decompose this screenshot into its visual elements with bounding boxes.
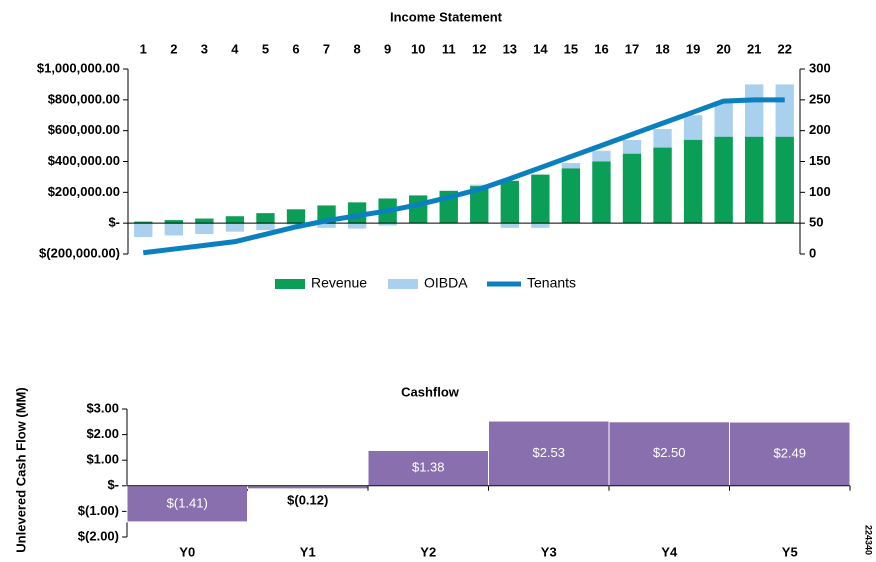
figure-id: 224340 [864,525,874,555]
x-tick-label: Y1 [300,544,316,559]
bar [256,223,275,231]
y-tick-label: $800,000.00 [48,91,120,106]
line [142,97,785,256]
legend-swatch [388,279,418,289]
bar [592,161,611,224]
y2-tick-label: 0 [809,245,816,260]
bar [470,186,489,224]
y-tick-label: $200,000.00 [48,184,120,199]
x-tick-label: 9 [384,41,391,56]
x-tick-label: 7 [323,41,330,56]
y-axis-label: Unlevered Cash Flow (MM) [13,387,28,552]
y2-tick-label: 150 [809,153,831,168]
x-tick-label: 21 [747,41,761,56]
bar [134,221,153,224]
bar [225,216,245,224]
x-tick-label: 22 [777,41,791,56]
bar [714,136,733,224]
x-tick-label: Y5 [782,544,798,559]
x-tick-label: 11 [442,41,456,56]
legend-label: Revenue [311,275,367,291]
bar [225,223,245,232]
y-tick-label: $- [107,477,119,492]
y2-tick-label: 50 [809,215,823,230]
bar [367,449,489,487]
y-tick-label: $600,000.00 [48,122,120,137]
x-tick-label: 18 [655,41,669,56]
bar [500,223,519,228]
bar [286,209,306,224]
x-tick-label: 10 [411,41,425,56]
bar [164,220,183,224]
bar [488,420,610,487]
bar [134,223,153,238]
x-tick-label: Y4 [661,544,678,559]
chart-title: Income Statement [390,9,503,24]
y-tick-label: $2.00 [86,426,119,441]
x-tick-label: 3 [201,41,208,56]
y-tick-label: $(2.00) [78,528,119,543]
bar [622,153,642,224]
bar [531,223,550,228]
bar [195,223,214,234]
bar [775,136,794,224]
y2-tick-label: 300 [809,60,831,75]
x-tick-label: 6 [292,41,299,56]
bar [608,421,730,487]
bar [126,485,248,523]
x-tick-label: 2 [170,41,177,56]
bar [317,223,336,228]
x-tick-label: 19 [686,41,700,56]
bar [683,139,703,224]
x-tick-label: 1 [140,41,147,56]
legend-swatch [275,279,305,289]
bar [729,421,851,487]
bar [286,223,306,225]
bar [745,136,764,224]
legend-label: OIBDA [424,275,468,291]
x-tick-label: 15 [564,41,578,56]
y-tick-label: $(200,000.00) [39,245,120,260]
bar [531,174,550,224]
y2-tick-label: 100 [809,184,831,199]
chart-title: Cashflow [401,384,460,399]
bar [409,195,428,224]
x-tick-label: 14 [533,41,548,56]
x-tick-label: Y2 [420,544,436,559]
value-label: $2.53 [532,445,565,460]
x-tick-label: Y0 [179,544,195,559]
value-label: $(0.12) [287,492,328,507]
y2-tick-label: 250 [809,91,831,106]
x-tick-label: 5 [262,41,269,56]
value-label: $2.49 [773,445,806,460]
value-label: $2.50 [653,445,686,460]
y-tick-label: $- [108,215,120,230]
x-tick-label: 13 [503,41,517,56]
bar [378,223,397,226]
bar [347,223,367,229]
bar [195,218,214,224]
bar [256,213,275,224]
bar [500,180,519,224]
bar [164,223,183,236]
legend-label: Tenants [527,275,576,291]
y-tick-label: $1.00 [86,452,119,467]
bar [653,147,672,224]
y2-tick-label: 200 [809,122,831,137]
x-tick-label: 17 [625,41,639,56]
bar [561,168,581,224]
x-tick-label: 8 [353,41,360,56]
x-tick-label: 16 [594,41,608,56]
y-tick-label: $1,000,000.00 [37,60,120,75]
value-label: $(1.41) [167,495,208,510]
x-tick-label: 4 [231,41,239,56]
y-tick-label: $(1.00) [78,503,119,518]
x-tick-label: Y3 [541,544,557,559]
y-tick-label: $400,000.00 [48,153,120,168]
value-label: $1.38 [412,460,445,475]
x-tick-label: 20 [716,41,730,56]
x-tick-label: 12 [472,41,486,56]
y-tick-label: $3.00 [86,400,119,415]
